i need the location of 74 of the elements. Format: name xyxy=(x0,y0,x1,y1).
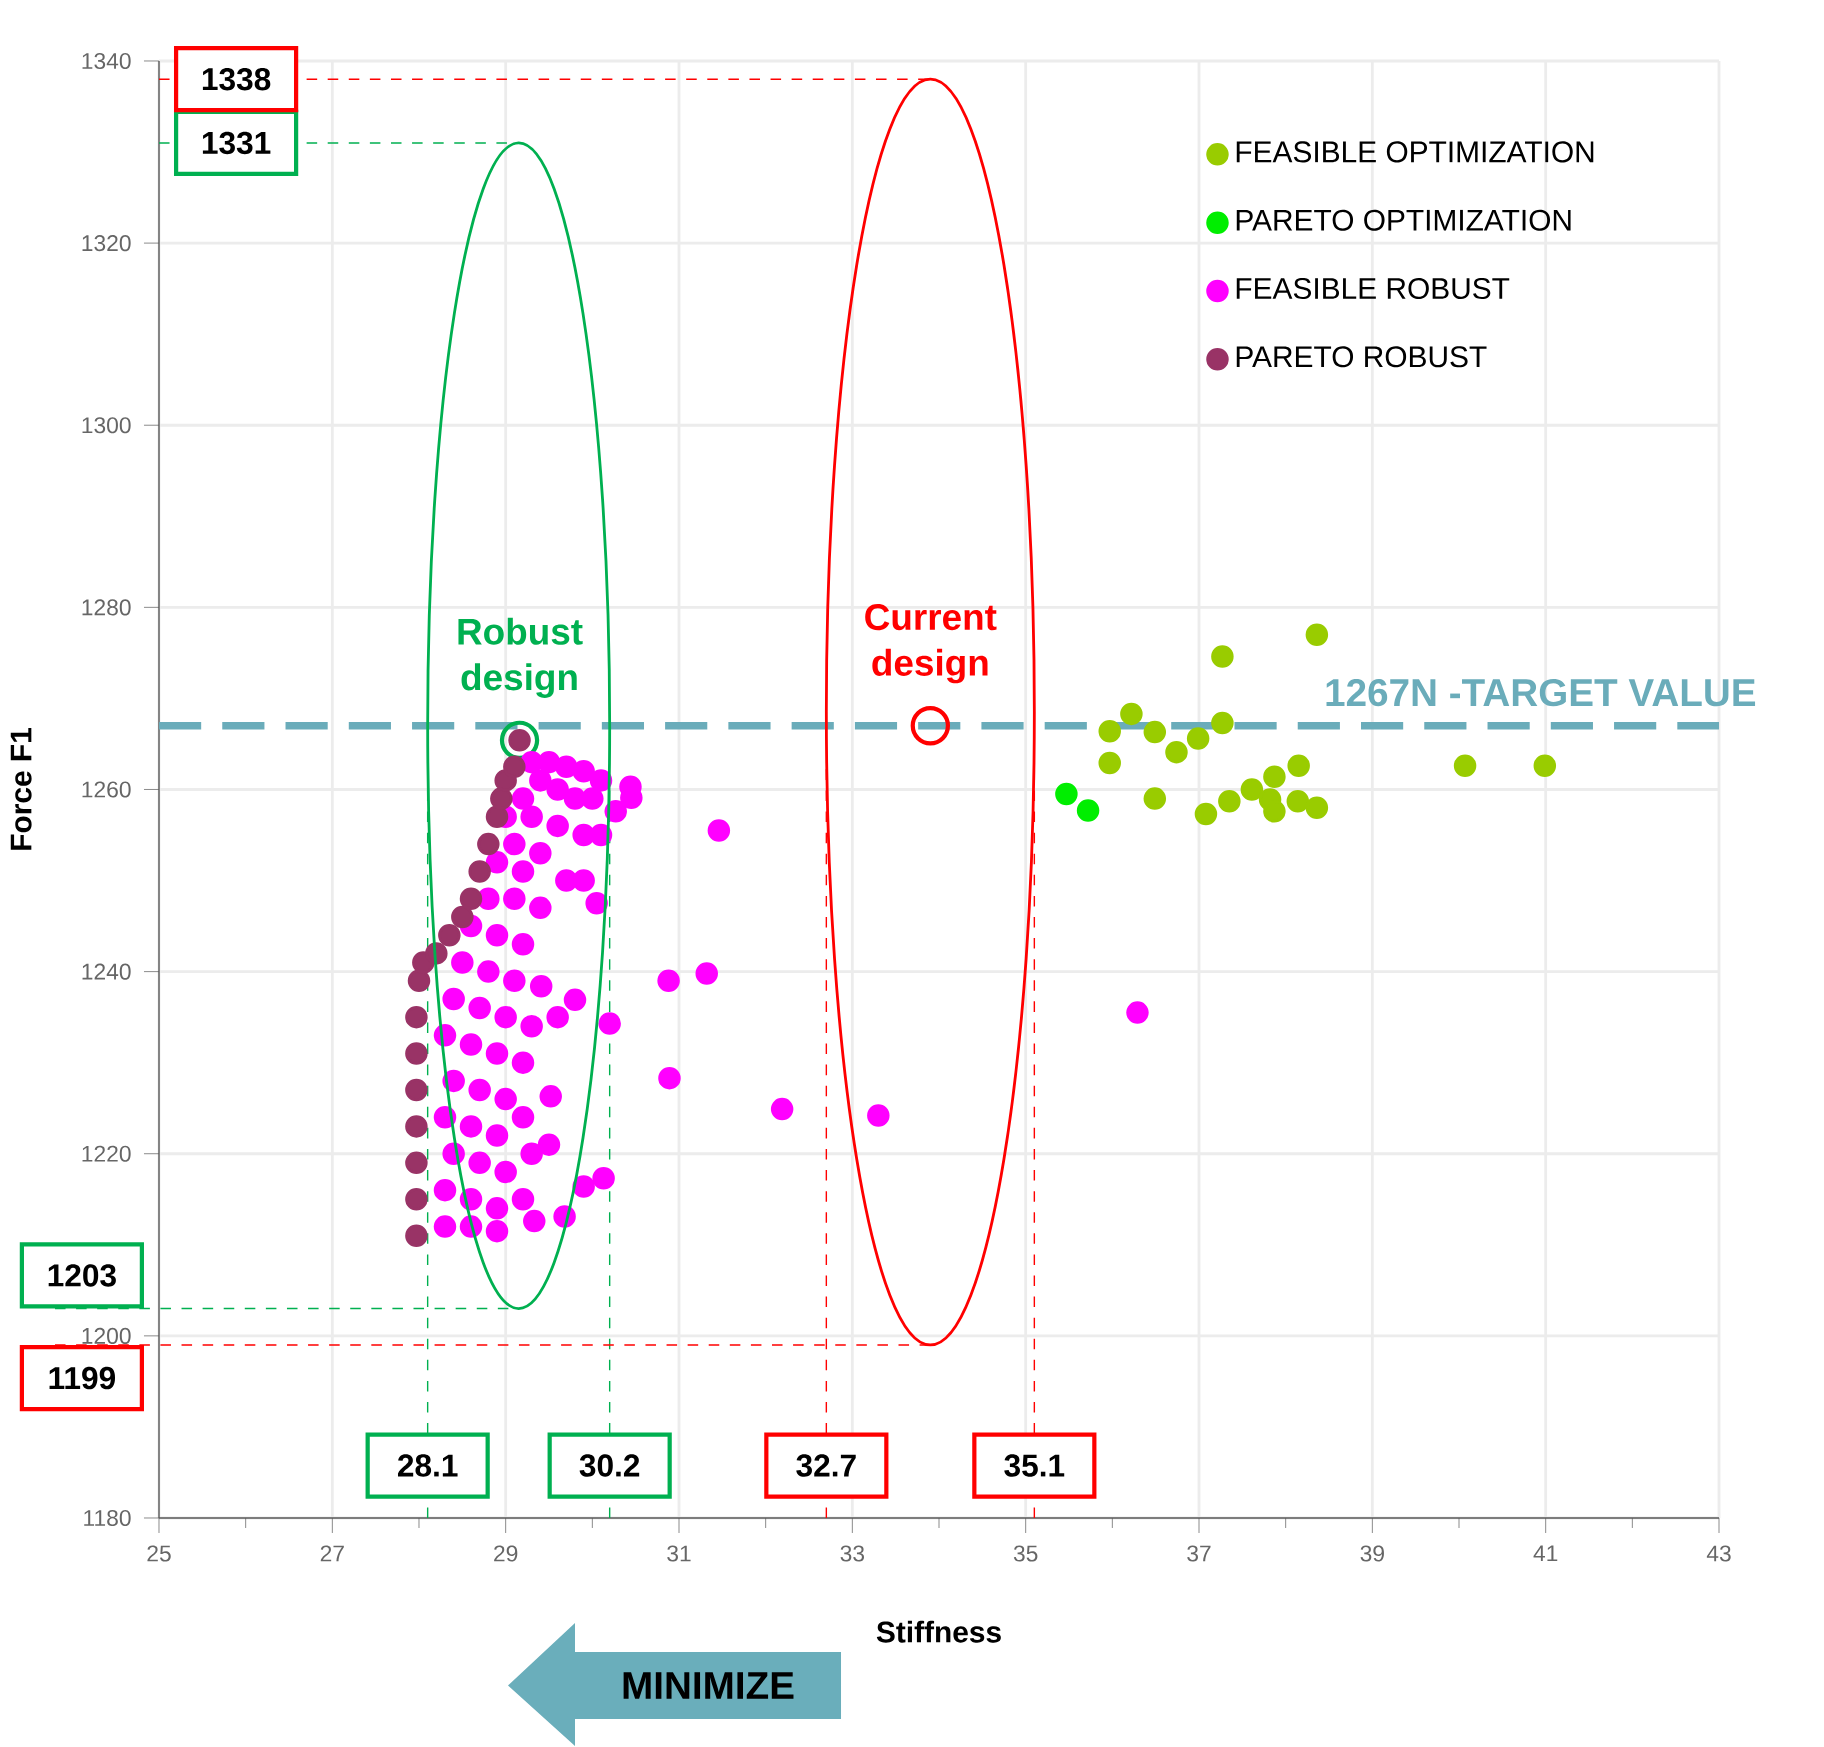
point xyxy=(405,1078,428,1102)
point xyxy=(1098,751,1121,775)
point xyxy=(405,1115,428,1138)
ref-line-label: 1338 xyxy=(202,67,271,91)
y-tick-label: 1240 xyxy=(82,963,131,980)
point xyxy=(407,969,431,992)
point xyxy=(1263,765,1286,788)
x-tick-label: 27 xyxy=(320,1545,344,1562)
point xyxy=(1211,711,1234,735)
y-tick-label: 1340 xyxy=(82,52,131,70)
legend-label: PARETO OPTIMIZATION xyxy=(1236,209,1571,231)
point xyxy=(1240,778,1264,801)
x-tick-label: 43 xyxy=(1706,1545,1731,1562)
point xyxy=(1143,787,1167,810)
ref-line-label: 1331 xyxy=(202,131,271,155)
legend-label: FEASIBLE OPTIMIZATION xyxy=(1236,141,1594,163)
point xyxy=(405,1151,428,1175)
y-tick-label: 1180 xyxy=(84,1509,131,1527)
y-tick-label: 1320 xyxy=(82,235,131,252)
x-tick-label: 31 xyxy=(667,1545,691,1562)
ref-line-label: 30.2 xyxy=(579,1454,640,1477)
point xyxy=(405,1188,428,1211)
point xyxy=(1120,702,1143,726)
point xyxy=(1453,754,1477,778)
text: MINIMIZE xyxy=(623,1672,794,1699)
x-tick-label: 37 xyxy=(1187,1545,1211,1562)
point xyxy=(1286,790,1310,813)
x-tick-label: 39 xyxy=(1360,1545,1384,1562)
x-tick-label: 35 xyxy=(1013,1545,1038,1562)
point xyxy=(1055,782,1078,806)
x-axis-title: Stiffness xyxy=(876,1620,1001,1643)
point xyxy=(459,887,483,910)
point xyxy=(1194,802,1218,826)
point xyxy=(1098,719,1121,743)
annotation: Current design xyxy=(865,604,997,684)
y-tick-label: 1300 xyxy=(82,417,131,434)
x-tick-label: 41 xyxy=(1533,1545,1558,1562)
point xyxy=(1287,754,1310,778)
point xyxy=(1165,740,1188,764)
ref-line-label: 1199 xyxy=(49,1366,116,1390)
ref-line-label: 28.1 xyxy=(397,1454,458,1477)
point xyxy=(405,1042,428,1065)
x-tick-label: 25 xyxy=(147,1545,171,1562)
annotation: Robust design xyxy=(458,617,583,698)
point xyxy=(1218,790,1241,813)
y-axis-title: Force F1 xyxy=(10,728,32,850)
legend-label: PARETO ROBUST xyxy=(1236,346,1487,368)
ref-line-label: 1203 xyxy=(48,1264,116,1287)
y-tick-label: 1200 xyxy=(82,1327,131,1344)
point xyxy=(1211,645,1234,668)
point xyxy=(1305,796,1329,819)
x-tick-label: 33 xyxy=(840,1545,865,1562)
ref-line-label: 35.1 xyxy=(1004,1454,1065,1477)
legend-label: FEASIBLE ROBUST xyxy=(1236,277,1510,300)
x-tick-label: 29 xyxy=(494,1545,518,1562)
ref-line-label: 1267N -TARGET VALUE xyxy=(1326,678,1756,707)
point xyxy=(438,923,461,947)
point xyxy=(503,755,526,778)
y-tick-label: 1260 xyxy=(82,781,131,798)
point xyxy=(490,787,513,810)
point xyxy=(1186,727,1210,750)
y-tick-label: 1280 xyxy=(82,599,131,616)
point xyxy=(1143,720,1167,744)
point xyxy=(1305,623,1329,646)
ref-line-label: 32.7 xyxy=(796,1454,856,1477)
point xyxy=(468,860,491,883)
point xyxy=(477,832,500,856)
y-tick-label: 1220 xyxy=(82,1145,131,1162)
point xyxy=(405,1224,428,1247)
point xyxy=(1533,754,1557,778)
point xyxy=(405,1005,428,1029)
point xyxy=(485,805,509,829)
point xyxy=(1263,800,1286,823)
point xyxy=(1076,799,1100,822)
